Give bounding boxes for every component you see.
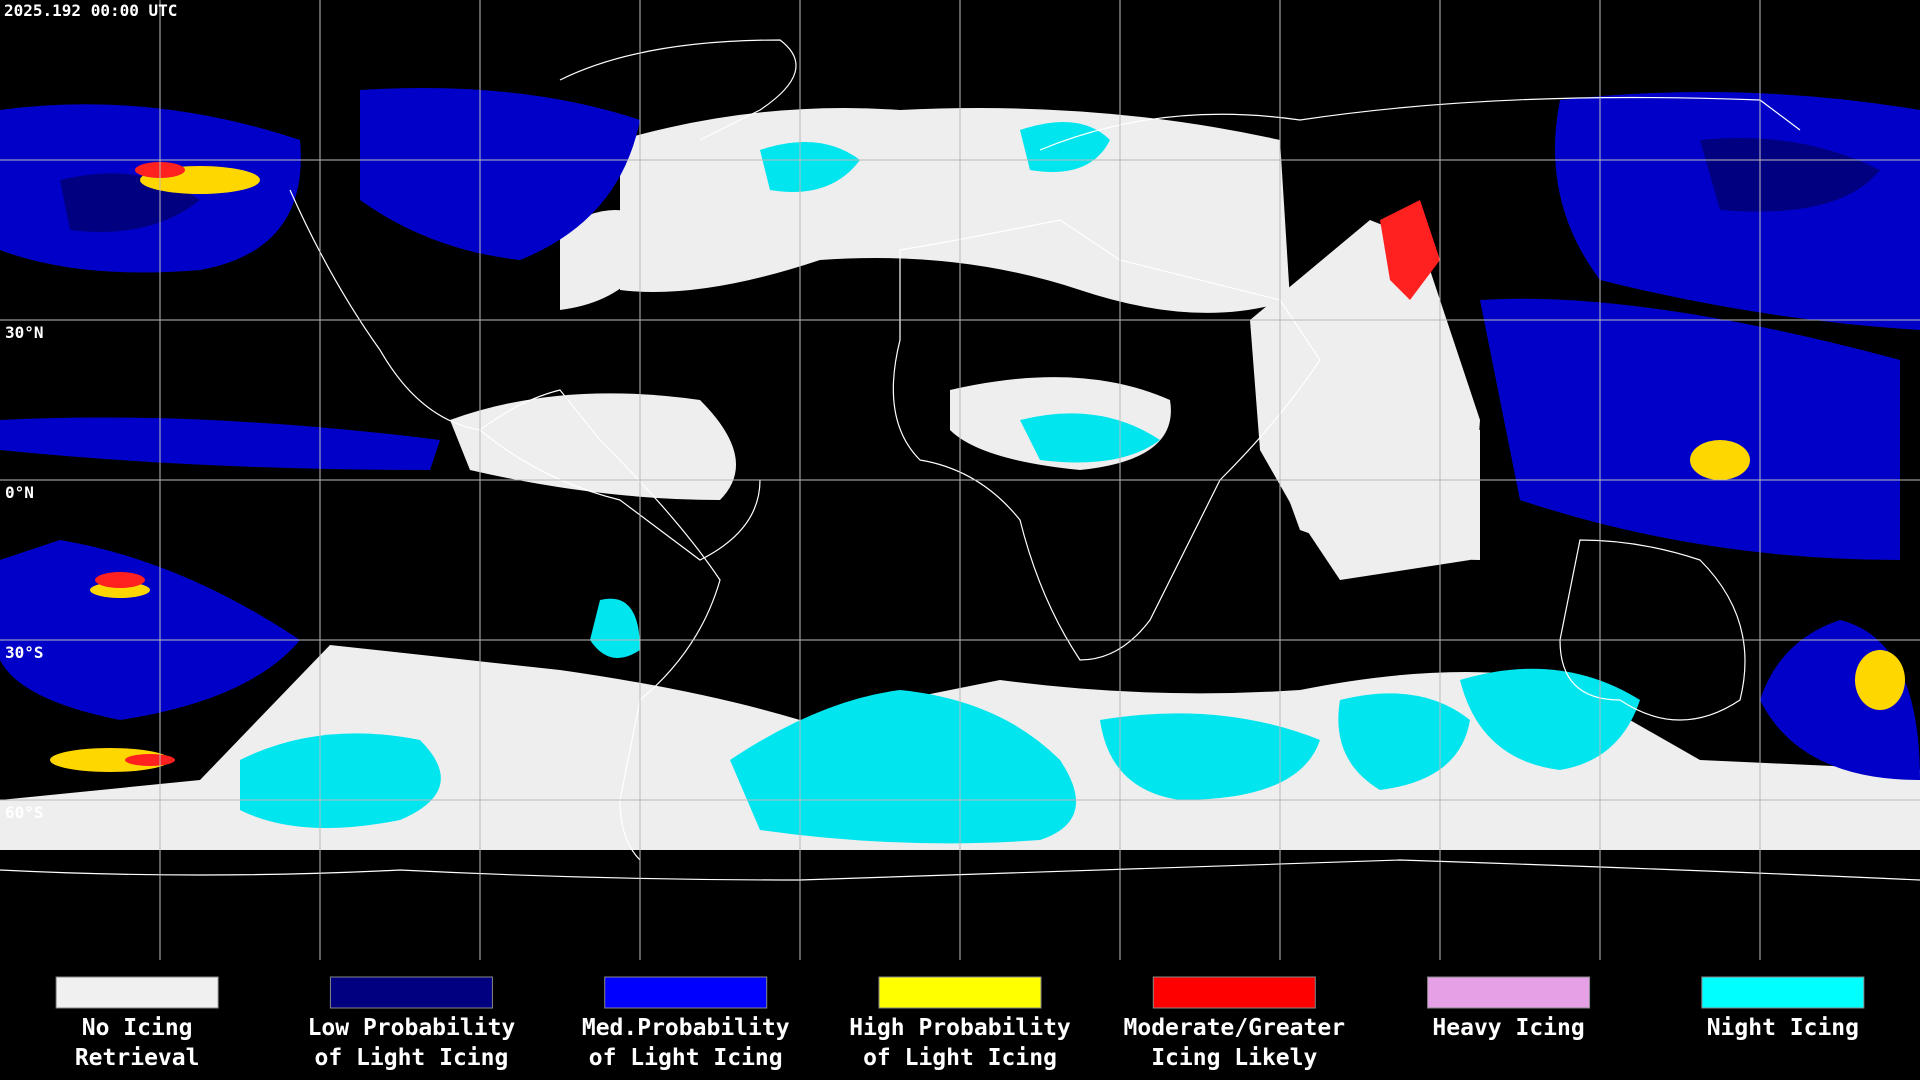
- coastlines: [0, 39, 1920, 881]
- legend-swatch: [1152, 976, 1316, 1009]
- legend-label: of Light Icing: [863, 1045, 1057, 1071]
- legend-label: Low Probability: [308, 1015, 516, 1041]
- graticule: [0, 0, 1920, 960]
- legend-label: High Probability: [849, 1015, 1071, 1041]
- latitude-label: 0°N: [5, 483, 34, 502]
- legend-swatch: [878, 976, 1042, 1009]
- legend-label: Med.Probability: [582, 1015, 790, 1041]
- legend-label: Heavy Icing: [1432, 1015, 1584, 1041]
- legend-label: of Light Icing: [589, 1045, 783, 1071]
- legend-swatch: [604, 976, 768, 1009]
- legend-swatch: [329, 976, 493, 1009]
- latitude-labels: 30°N 0°N 30°S 60°S: [5, 323, 44, 822]
- latitude-label: 60°S: [5, 803, 44, 822]
- latitude-label: 30°N: [5, 323, 44, 342]
- legend-label: Icing Likely: [1151, 1045, 1317, 1071]
- legend-label: No Icing: [82, 1015, 193, 1041]
- legend-label: Moderate/Greater: [1124, 1015, 1346, 1041]
- legend-swatch: [55, 976, 219, 1009]
- legend-label: of Light Icing: [314, 1045, 508, 1071]
- timestamp: 2025.192 00:00 UTC: [4, 1, 177, 20]
- legend-label: Night Icing: [1707, 1015, 1859, 1041]
- legend: No Icing Retrieval Low Probability of Light…: [55, 976, 1865, 1071]
- legend-label: Retrieval: [75, 1045, 200, 1071]
- legend-swatch: [1701, 976, 1865, 1009]
- legend-swatch: [1427, 976, 1591, 1009]
- latitude-label: 30°S: [5, 643, 44, 662]
